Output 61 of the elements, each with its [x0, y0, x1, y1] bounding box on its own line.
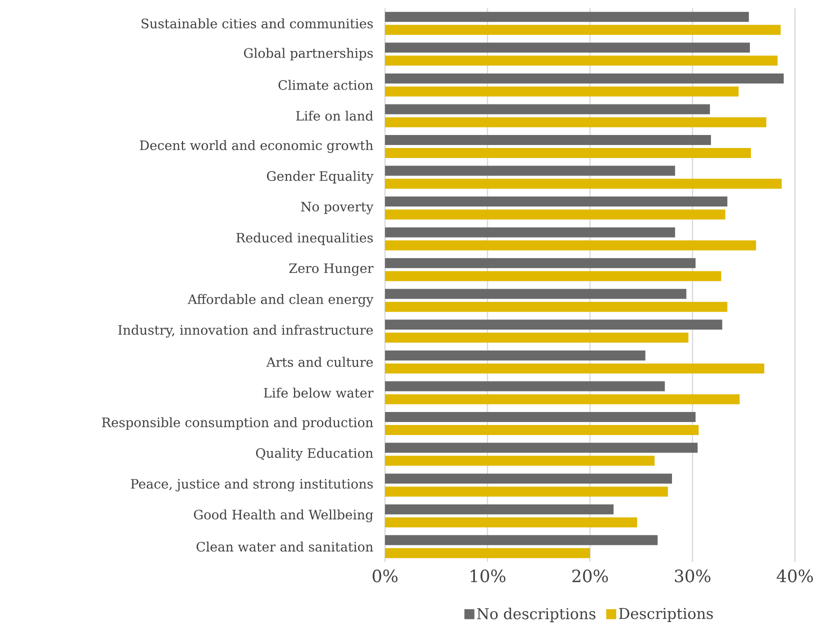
bar — [385, 288, 686, 299]
y-tick-label: Clean water and sanitation — [196, 542, 374, 552]
bar — [385, 56, 778, 66]
y-tick-label: Arts and culture — [266, 356, 373, 367]
bar — [385, 166, 676, 176]
y-tick-label: Climate action — [278, 80, 374, 90]
bar — [385, 196, 728, 207]
y-tick-label: Peace, justice and strong institutions — [130, 478, 373, 492]
bar — [385, 442, 698, 453]
y-tick-label: Sustainable cities and communities — [142, 18, 373, 28]
bar — [385, 363, 764, 374]
y-tick-label: No poverty — [301, 202, 374, 214]
y-tick-label: Life on land — [296, 110, 374, 121]
bar — [385, 135, 711, 146]
bar — [385, 425, 699, 436]
legend-label: No descriptions — [477, 608, 596, 622]
x-tick-label: 20% — [572, 570, 608, 582]
bar — [385, 12, 749, 22]
y-tick-label: Gender Equality — [266, 170, 374, 184]
bar — [385, 117, 766, 128]
x-tick-label: 0% — [372, 570, 398, 582]
x-tick-label: 10% — [470, 570, 506, 582]
y-tick-label: Global partnerships — [244, 48, 373, 60]
y-tick-label: Affordable and clean energy — [188, 294, 374, 307]
bar — [385, 178, 782, 189]
bar — [385, 258, 696, 268]
bar — [385, 381, 665, 392]
bar — [385, 548, 590, 558]
bar — [385, 210, 726, 220]
bar — [385, 148, 751, 158]
bar — [385, 456, 655, 466]
bar — [385, 474, 672, 484]
bar — [385, 302, 728, 312]
bar — [385, 504, 614, 514]
y-tick-label: Quality Education — [256, 448, 374, 461]
y-tick-label: Responsible consumption and production — [102, 417, 374, 430]
bar — [385, 535, 658, 546]
bar — [385, 86, 739, 96]
y-tick-label: Industry, innovation and infrastructure — [118, 324, 373, 338]
y-tick-label: Reduced inequalities — [236, 232, 373, 246]
bar — [385, 320, 722, 330]
y-tick-label: Zero Hunger — [289, 263, 374, 276]
bar — [385, 517, 638, 528]
x-tick-label: 30% — [674, 570, 710, 582]
bar — [385, 42, 750, 53]
bar — [385, 350, 646, 360]
bar — [385, 486, 668, 497]
bar — [385, 73, 784, 84]
bar — [385, 24, 781, 35]
legend-label: Descriptions — [619, 608, 713, 622]
x-tick-label: 40% — [776, 570, 813, 582]
bar — [385, 271, 722, 282]
bar — [385, 104, 710, 114]
bar — [385, 227, 676, 238]
bar — [385, 412, 696, 422]
bar — [385, 394, 740, 404]
bar — [385, 332, 688, 343]
y-tick-label: Decent world and economic growth — [140, 140, 374, 153]
bar — [385, 240, 756, 250]
y-tick-label: Life below water — [264, 388, 374, 398]
y-tick-label: Good Health and Wellbeing — [194, 509, 374, 522]
